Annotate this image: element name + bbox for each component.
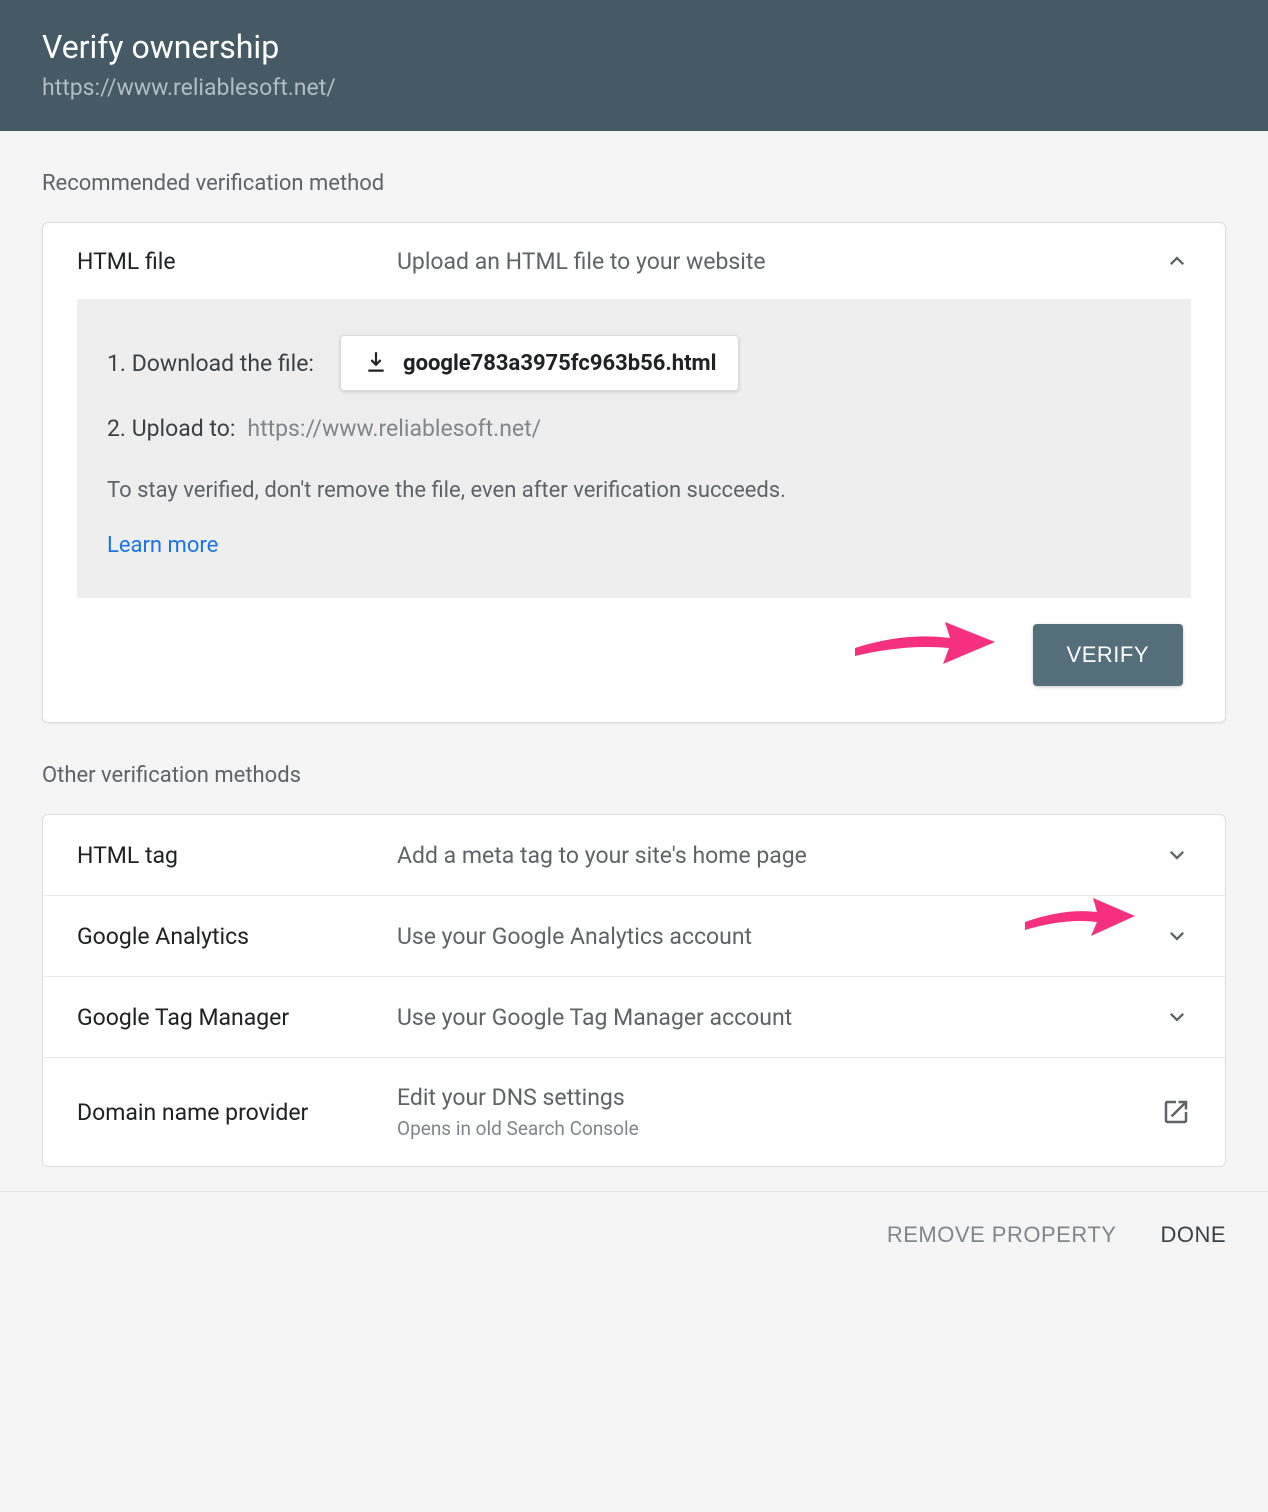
method-description: Upload an HTML file to your website [397, 248, 1163, 275]
download-icon [363, 350, 389, 376]
annotation-arrow-icon [1025, 892, 1135, 940]
method-description: Edit your DNS settings [397, 1084, 1161, 1111]
open-external-icon [1161, 1097, 1191, 1127]
annotation-arrow-icon [855, 612, 995, 672]
other-methods-list: HTML tag Add a meta tag to your site's h… [42, 814, 1226, 1167]
chevron-down-icon [1163, 841, 1191, 869]
dialog-title: Verify ownership [42, 28, 1226, 66]
method-google-tag-manager[interactable]: Google Tag Manager Use your Google Tag M… [43, 977, 1225, 1058]
upload-url: https://www.reliablesoft.net/ [247, 415, 541, 442]
chevron-up-icon [1163, 247, 1191, 275]
download-file-button[interactable]: google783a3975fc963b56.html [340, 335, 739, 391]
method-description: Add a meta tag to your site's home page [397, 842, 1163, 869]
step1-label: 1. Download the file: [107, 350, 314, 377]
verify-button[interactable]: VERIFY [1033, 624, 1183, 686]
done-button[interactable]: DONE [1160, 1222, 1226, 1248]
method-title: Google Tag Manager [77, 1004, 397, 1031]
recommended-section-label: Recommended verification method [42, 171, 1226, 196]
step-upload: 2. Upload to: https://www.reliablesoft.n… [107, 415, 1161, 442]
method-domain-name-provider[interactable]: Domain name provider Edit your DNS setti… [43, 1058, 1225, 1166]
method-title: HTML tag [77, 842, 397, 869]
property-url: https://www.reliablesoft.net/ [42, 74, 1226, 101]
learn-more-link[interactable]: Learn more [107, 533, 218, 558]
verification-note: To stay verified, don't remove the file,… [107, 478, 1161, 503]
instructions-panel: 1. Download the file: google783a3975fc96… [77, 299, 1191, 598]
other-section-label: Other verification methods [42, 763, 1226, 788]
method-title: Domain name provider [77, 1099, 397, 1126]
html-file-header[interactable]: HTML file Upload an HTML file to your we… [43, 223, 1225, 299]
method-html-tag[interactable]: HTML tag Add a meta tag to your site's h… [43, 815, 1225, 896]
step-download: 1. Download the file: google783a3975fc96… [107, 335, 1161, 391]
download-filename: google783a3975fc963b56.html [403, 351, 716, 376]
verify-row: VERIFY [43, 598, 1225, 722]
remove-property-button[interactable]: REMOVE PROPERTY [887, 1222, 1117, 1248]
method-title: Google Analytics [77, 923, 397, 950]
method-description: Use your Google Tag Manager account [397, 1004, 1163, 1031]
dialog-header: Verify ownership https://www.reliablesof… [0, 0, 1268, 131]
step2-label: 2. Upload to: [107, 415, 235, 442]
recommended-method-card: HTML file Upload an HTML file to your we… [42, 222, 1226, 723]
dialog-footer: REMOVE PROPERTY DONE [0, 1191, 1268, 1278]
method-google-analytics[interactable]: Google Analytics Use your Google Analyti… [43, 896, 1225, 977]
chevron-down-icon [1163, 922, 1191, 950]
method-title: HTML file [77, 248, 397, 275]
chevron-down-icon [1163, 1003, 1191, 1031]
method-subdescription: Opens in old Search Console [397, 1117, 1161, 1140]
